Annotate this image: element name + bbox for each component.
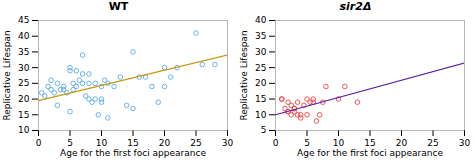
svg-text:35: 35 [18, 47, 29, 57]
svg-text:0: 0 [273, 138, 279, 148]
svg-text:30: 30 [18, 63, 30, 73]
svg-text:40: 40 [255, 15, 267, 25]
svg-text:Replicative Lifespan: Replicative Lifespan [239, 30, 249, 120]
html-text:WT: WT [108, 0, 129, 13]
svg-text:40: 40 [18, 31, 30, 41]
svg-text:25: 25 [255, 63, 266, 73]
svg-text:10: 10 [333, 138, 345, 148]
svg-text:30: 30 [459, 138, 471, 148]
svg-text:5: 5 [261, 125, 267, 135]
svg-text:25: 25 [18, 78, 29, 88]
svg-text:35: 35 [255, 31, 266, 41]
svg-text:30: 30 [222, 138, 234, 148]
svg-text:15: 15 [127, 138, 138, 148]
svg-text:15: 15 [364, 138, 375, 148]
svg-text:20: 20 [396, 138, 408, 148]
svg-text:45: 45 [18, 15, 29, 25]
svg-text:10: 10 [18, 125, 30, 135]
html-text:sir2Δ: sir2Δ [339, 0, 372, 13]
svg-text:10: 10 [255, 110, 267, 120]
svg-text:Age for the first foci appeara: Age for the first foci appearance [60, 148, 206, 158]
svg-text:Age for the first foci appeara: Age for the first foci appearance [297, 148, 443, 158]
svg-text:25: 25 [190, 138, 201, 148]
svg-text:20: 20 [159, 138, 171, 148]
svg-text:10: 10 [96, 138, 108, 148]
svg-text:15: 15 [18, 110, 29, 120]
svg-text:15: 15 [255, 94, 266, 104]
svg-text:20: 20 [18, 94, 30, 104]
svg-text:30: 30 [255, 47, 267, 57]
svg-text:20: 20 [255, 78, 267, 88]
svg-text:Replicative Lifespan: Replicative Lifespan [2, 30, 12, 120]
svg-text:25: 25 [427, 138, 438, 148]
svg-text:5: 5 [304, 138, 310, 148]
svg-text:5: 5 [67, 138, 73, 148]
svg-text:0: 0 [36, 138, 42, 148]
